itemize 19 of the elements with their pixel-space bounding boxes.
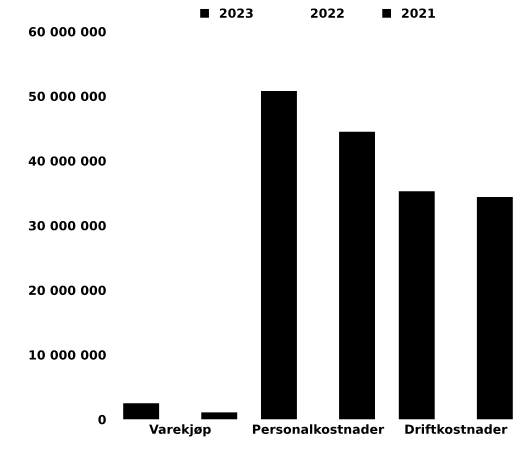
y-tick-label: 0 bbox=[98, 414, 106, 424]
y-tick-label: 20 000 000 bbox=[29, 286, 106, 296]
bar bbox=[123, 403, 160, 420]
legend-label: 2021 bbox=[402, 8, 435, 18]
y-tick-label: 40 000 000 bbox=[28, 156, 106, 166]
x-tick-label: Personalkostnader bbox=[252, 424, 384, 434]
x-tick-label: Varekjøp bbox=[149, 424, 211, 436]
y-tick-label: 30 000 000 bbox=[28, 220, 106, 230]
y-tick-label: 50 000 000 bbox=[29, 92, 106, 102]
legend-label: 2023 bbox=[220, 8, 253, 18]
text: 2022 bbox=[310, 8, 344, 18]
bar bbox=[398, 191, 435, 420]
bar bbox=[201, 412, 238, 420]
y-tick-label: 10 000 000 bbox=[30, 350, 106, 360]
x-tick-label: Driftkostnader bbox=[405, 424, 508, 434]
bar bbox=[476, 197, 513, 420]
bar bbox=[339, 132, 376, 420]
bar bbox=[260, 91, 297, 420]
y-tick-label: 60 000 000 bbox=[28, 27, 106, 36]
